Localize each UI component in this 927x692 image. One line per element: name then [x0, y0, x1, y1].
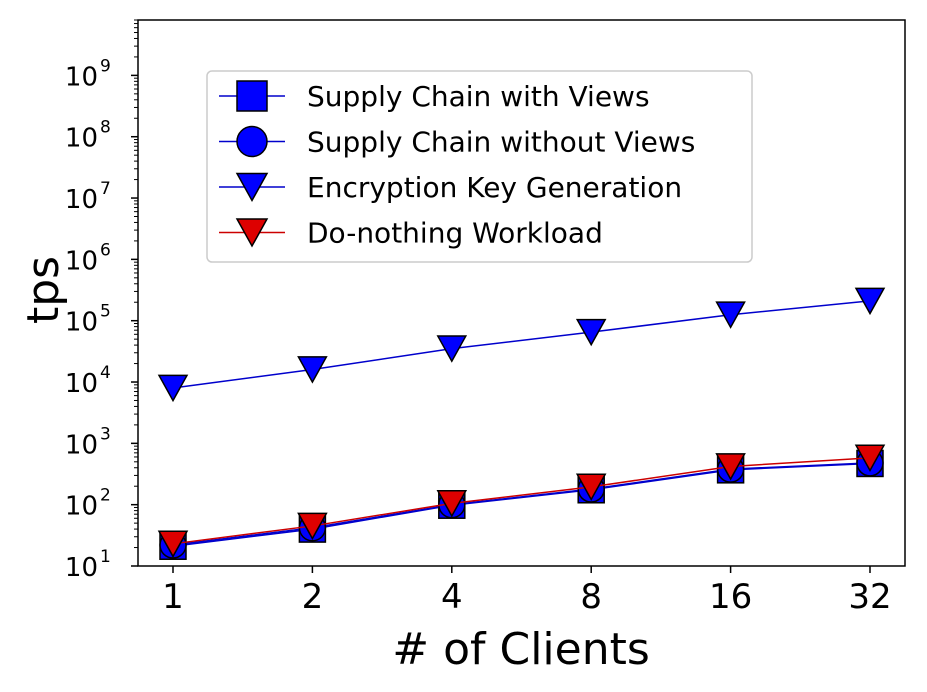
data-marks — [157, 287, 886, 560]
series-line — [172, 300, 871, 389]
legend-label: Supply Chain without Views — [307, 126, 695, 159]
data-point — [297, 356, 328, 384]
y-tick-exponent: 8 — [100, 118, 111, 138]
x-tick-label: 8 — [580, 577, 602, 617]
y-tick-exponent: 9 — [100, 56, 111, 76]
x-tick-label: 16 — [709, 577, 752, 617]
legend-marker — [236, 125, 268, 158]
data-point — [436, 335, 468, 363]
data-point — [157, 530, 189, 558]
x-axis-label: # of Clients — [392, 624, 650, 675]
x-tick-label: 32 — [848, 577, 891, 617]
y-tick-label: 10 — [65, 308, 98, 338]
data-point — [436, 490, 468, 518]
legend-label: Encryption Key Generation — [307, 171, 682, 204]
y-tick-exponent: 6 — [100, 240, 111, 260]
legend-marker — [235, 172, 269, 203]
data-point — [715, 453, 746, 481]
legend-entry: Supply Chain without Views — [219, 126, 695, 159]
legend-entry: Supply Chain with Views — [219, 80, 650, 113]
y-tick-label: 10 — [65, 185, 98, 215]
y-tick-label: 10 — [65, 553, 98, 583]
y-tick-label: 10 — [65, 492, 98, 522]
data-point — [575, 473, 607, 502]
data-point — [297, 512, 328, 541]
y-tick-label: 10 — [65, 62, 98, 92]
data-point — [854, 444, 886, 472]
plot-area-frame — [137, 19, 906, 567]
series-line — [172, 457, 871, 545]
y-tick-label: 10 — [65, 246, 98, 276]
series-line — [172, 462, 871, 546]
y-tick-exponent: 1 — [100, 547, 111, 567]
legend-entry: Encryption Key Generation — [219, 171, 682, 204]
y-axis-label: tps — [18, 256, 69, 324]
y-tick-exponent: 3 — [100, 424, 111, 444]
y-tick-exponent: 2 — [100, 486, 111, 506]
x-tick-label: 4 — [441, 577, 463, 617]
legend: Supply Chain with Views Supply Chain with… — [206, 70, 753, 263]
data-point — [854, 287, 886, 316]
y-tick-label: 10 — [65, 430, 98, 460]
legend-label: Supply Chain with Views — [307, 80, 650, 113]
data-point — [157, 374, 189, 403]
legend-marker — [235, 218, 269, 248]
y-tick-label: 10 — [65, 369, 98, 399]
y-tick-exponent: 7 — [100, 179, 111, 199]
y-tick-exponent: 5 — [100, 302, 111, 322]
data-point — [715, 301, 746, 329]
legend-marker — [236, 80, 268, 112]
legend-box — [206, 70, 753, 263]
y-tick-exponent: 4 — [100, 363, 111, 383]
y-tick-label: 10 — [65, 124, 98, 154]
x-tick-label: 1 — [162, 577, 184, 617]
series-line — [172, 462, 871, 547]
legend-entry: Do-nothing Workload — [219, 217, 603, 250]
data-point — [575, 318, 607, 347]
x-tick-label: 2 — [302, 577, 324, 617]
legend-label: Do-nothing Workload — [307, 217, 603, 250]
